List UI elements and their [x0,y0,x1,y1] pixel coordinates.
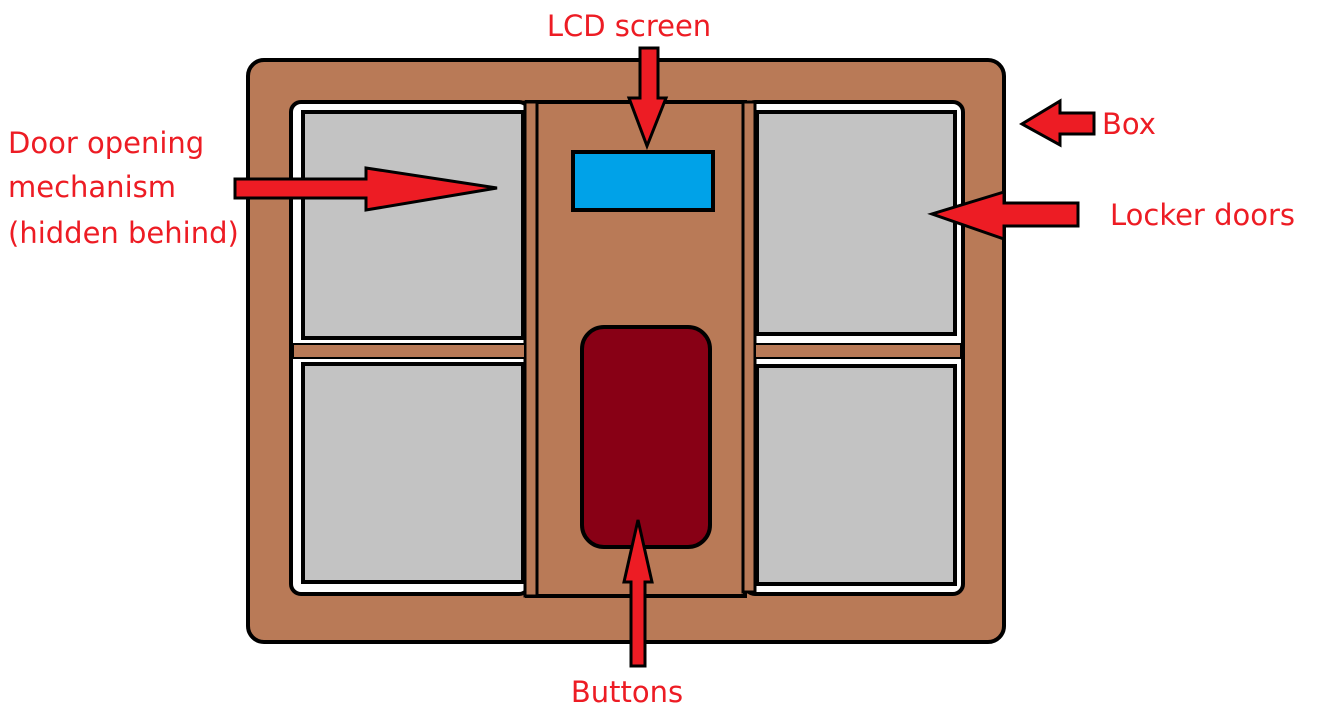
lcd-arrow [626,46,669,151]
right-panel-rail [741,100,757,594]
lcd-screen [571,150,715,212]
mechanism-label-line-3: (hidden behind) [8,216,239,250]
left-door-divider [292,343,526,359]
left-panel-rail [523,100,539,598]
locker-doors-arrow [927,189,1080,242]
locker-door-bottom-left [301,362,525,584]
locker-doors-label: Locker doors [1110,198,1295,232]
buttons-label: Buttons [571,675,683,709]
lcd-screen-label: LCD screen [547,9,711,43]
mechanism-arrow [233,166,498,212]
right-door-divider [754,343,962,359]
box-label: Box [1102,107,1156,141]
locker-door-top-right [755,110,957,336]
box-arrow [1019,98,1096,148]
button-panel [580,325,712,549]
buttons-arrow [622,519,654,668]
locker-door-top-left [301,110,525,340]
locker-door-bottom-right [755,364,957,586]
mechanism-label-line-2: mechanism [8,170,176,204]
mechanism-label-line-1: Door opening [8,126,204,160]
